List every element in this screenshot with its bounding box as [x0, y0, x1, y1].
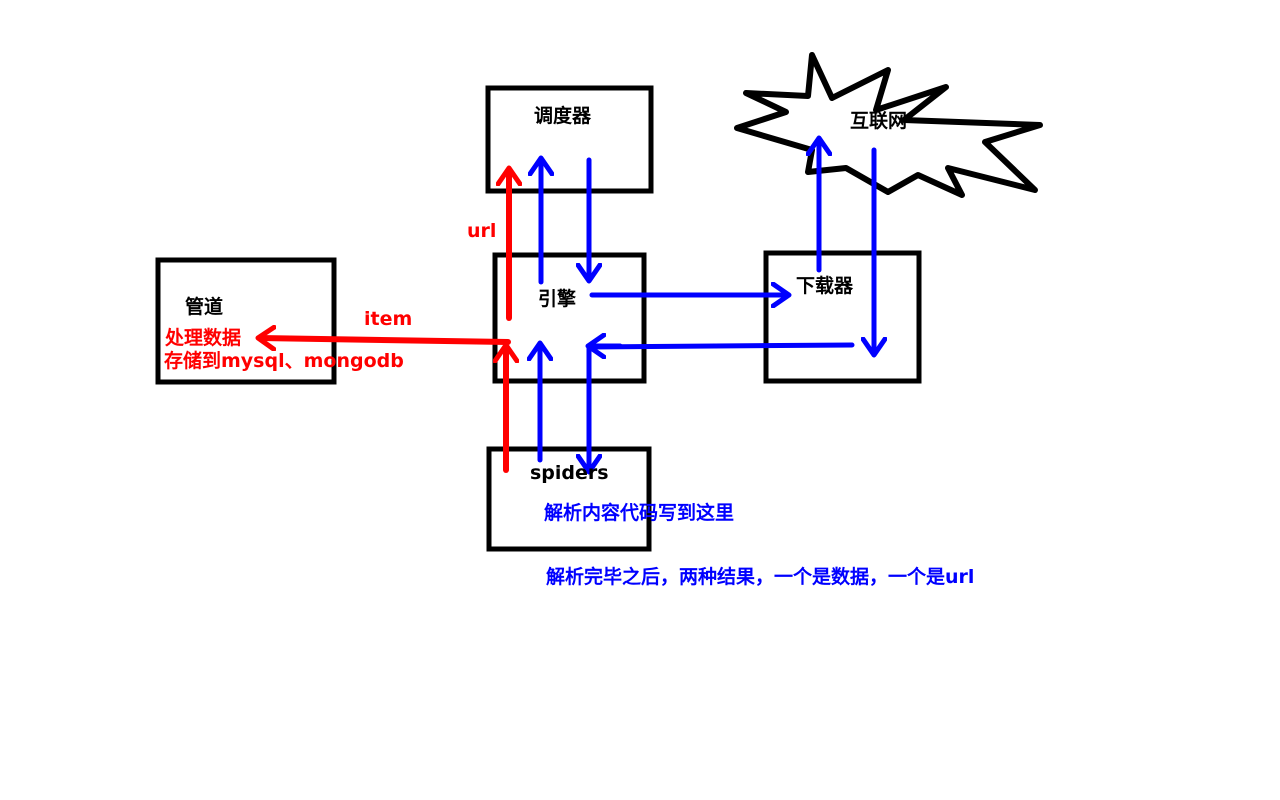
- spiders-box: [486, 446, 652, 552]
- item-label: item: [364, 308, 413, 330]
- pipeline-note-line1: 处理数据: [165, 327, 242, 349]
- pipeline-note-line2: 存储到mysql、mongodb: [164, 350, 404, 372]
- scheduler-box: [485, 85, 654, 194]
- url-label: url: [467, 220, 497, 242]
- pipeline-box: [155, 257, 337, 385]
- arrow-engine-to-pipeline-item: [260, 338, 511, 342]
- pipeline-label: 管道: [185, 296, 224, 318]
- spiders-label: spiders: [530, 462, 609, 484]
- engine-label: 引擎: [538, 288, 577, 310]
- internet-cloud-shape: [734, 52, 1043, 198]
- scheduler-label: 调度器: [534, 105, 592, 127]
- downloader-label: 下载器: [796, 275, 854, 297]
- result-note: 解析完毕之后，两种结果，一个是数据，一个是url: [546, 566, 975, 588]
- downloader-box: [763, 250, 922, 384]
- engine-box: [492, 252, 647, 384]
- internet-label: 互联网: [850, 110, 908, 132]
- spiders-note: 解析内容代码写到这里: [544, 502, 735, 524]
